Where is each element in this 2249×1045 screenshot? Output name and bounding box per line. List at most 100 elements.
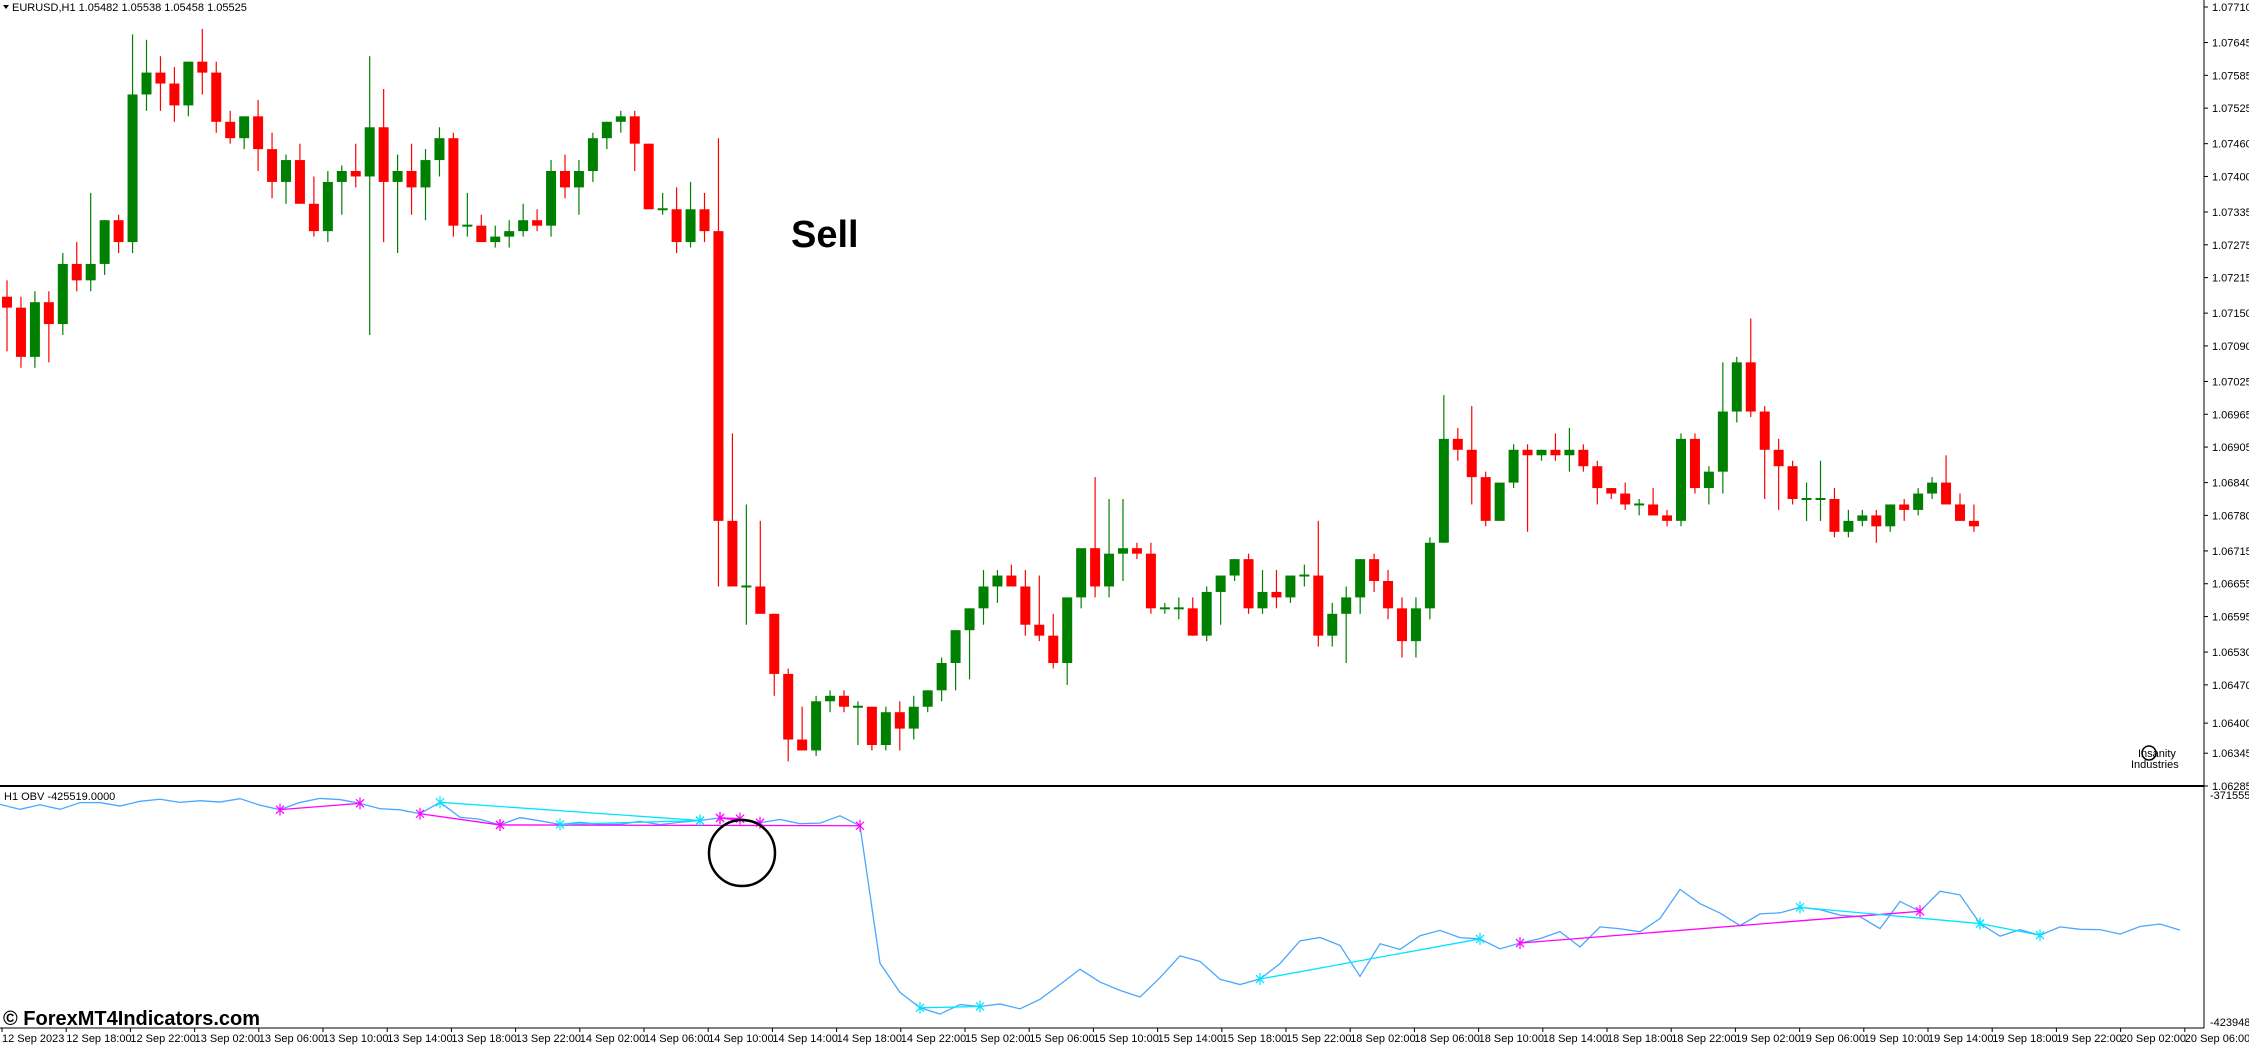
candle-body (448, 138, 459, 226)
candle (1536, 449, 1547, 461)
candle (1578, 444, 1589, 472)
candle (2, 280, 12, 352)
candle-body (546, 171, 557, 226)
time-tick-label: 13 Sep 18:00 (451, 1033, 516, 1045)
candle (629, 110, 640, 171)
candle (1410, 597, 1421, 658)
signal-highlight-circle (707, 818, 777, 888)
candle-body (880, 712, 891, 745)
candle (1466, 406, 1477, 505)
bullish-divergence-line (439, 801, 701, 822)
time-tick-label: 18 Sep 10:00 (1479, 1033, 1544, 1045)
candle (964, 608, 975, 680)
candle-body (1076, 548, 1087, 598)
candle-body (1480, 477, 1491, 521)
candle (769, 613, 780, 696)
obv-panel[interactable]: H1 OBV -425519.0000 © ForexMT4Indicators… (0, 791, 2181, 1030)
candle-body (811, 701, 822, 751)
candle-body (211, 72, 222, 122)
candle (1745, 318, 1756, 417)
candle (685, 181, 696, 248)
candle (1717, 362, 1728, 494)
candle (1090, 477, 1101, 598)
candle (1829, 488, 1840, 538)
divergence-marker-icon (855, 819, 865, 832)
divergence-marker-icon (495, 818, 505, 831)
candle (1843, 509, 1854, 538)
bullish-divergence (1255, 932, 1485, 986)
candle (1076, 548, 1087, 609)
divergence-marker-icon (915, 1001, 925, 1014)
candle-body (922, 690, 933, 707)
candle (1899, 499, 1910, 521)
candle-body (825, 695, 836, 702)
candle (713, 138, 724, 587)
candle (992, 570, 1003, 603)
watermark: © ForexMT4Indicators.com (3, 1008, 260, 1030)
bullish-divergence-line (1259, 938, 1481, 980)
time-tick-label: 13 Sep 22:00 (516, 1033, 581, 1045)
candle-body (1508, 449, 1519, 483)
candle (1480, 471, 1491, 527)
candle (43, 291, 54, 363)
candle-body (797, 739, 808, 751)
candle-body (127, 94, 138, 243)
candle-body (587, 138, 598, 171)
time-tick-label: 15 Sep 02:00 (965, 1033, 1030, 1045)
dropdown-triangle-icon[interactable] (3, 5, 9, 9)
candle-body (573, 171, 584, 188)
candle-body (85, 263, 96, 281)
candle-body (783, 673, 794, 740)
time-tick-label: 20 Sep 06:00 (2185, 1033, 2249, 1045)
candle (1104, 499, 1115, 598)
candle-body (1131, 548, 1142, 554)
bullish-divergence (1975, 917, 2045, 942)
price-tick-label: 1.07025 (2212, 376, 2249, 388)
candle (322, 171, 333, 243)
candle (448, 132, 459, 237)
bearish-divergence (275, 797, 365, 816)
candle (601, 121, 612, 150)
time-tick-label: 19 Sep 10:00 (1864, 1033, 1929, 1045)
candle (1941, 455, 1952, 505)
logo-line1: Insanity (2138, 748, 2176, 760)
candle (1452, 427, 1463, 461)
price-tick-label: 1.06470 (2212, 680, 2249, 692)
divergence-marker-icon (355, 797, 365, 810)
bearish-divergence-line (1519, 910, 1921, 944)
candle (839, 690, 849, 713)
price-panel[interactable]: EURUSD,H1 1.05482 1.05538 1.05458 1.0552… (2, 2, 2179, 771)
candle (267, 132, 278, 199)
time-tick-label: 14 Sep 10:00 (708, 1033, 773, 1045)
price-axis[interactable]: 1.07710 1.07645 1.07585 1.07525 1.07460 1.074… (2204, 2, 2249, 793)
candle-body (183, 61, 194, 106)
candle (950, 630, 961, 691)
candle-body (1494, 482, 1505, 521)
candle-body (504, 231, 515, 237)
candle-body (99, 220, 110, 264)
candle-body (852, 705, 863, 708)
candle (1438, 395, 1449, 543)
time-tick-label: 18 Sep 06:00 (1414, 1033, 1479, 1045)
price-tick-label: 1.06780 (2212, 510, 2249, 522)
candle (15, 296, 26, 368)
candle-body (1438, 438, 1449, 543)
candle-body (1034, 624, 1045, 636)
time-tick-label: 18 Sep 14:00 (1543, 1033, 1608, 1045)
candle (852, 701, 863, 745)
candle-body (29, 302, 40, 357)
candle-body (1662, 515, 1673, 521)
candle-body (1397, 608, 1407, 642)
candle-body (392, 171, 403, 182)
divergence-marker-icon (415, 807, 425, 820)
time-tick-label: 15 Sep 14:00 (1158, 1033, 1223, 1045)
candle-body (1745, 362, 1756, 412)
candle (1313, 520, 1324, 647)
bearish-divergence (415, 807, 505, 831)
candle (1885, 504, 1896, 532)
candle-body (741, 585, 752, 588)
price-tick-label: 1.07400 (2212, 171, 2249, 183)
candle-body (476, 225, 487, 243)
candle (1062, 597, 1073, 685)
